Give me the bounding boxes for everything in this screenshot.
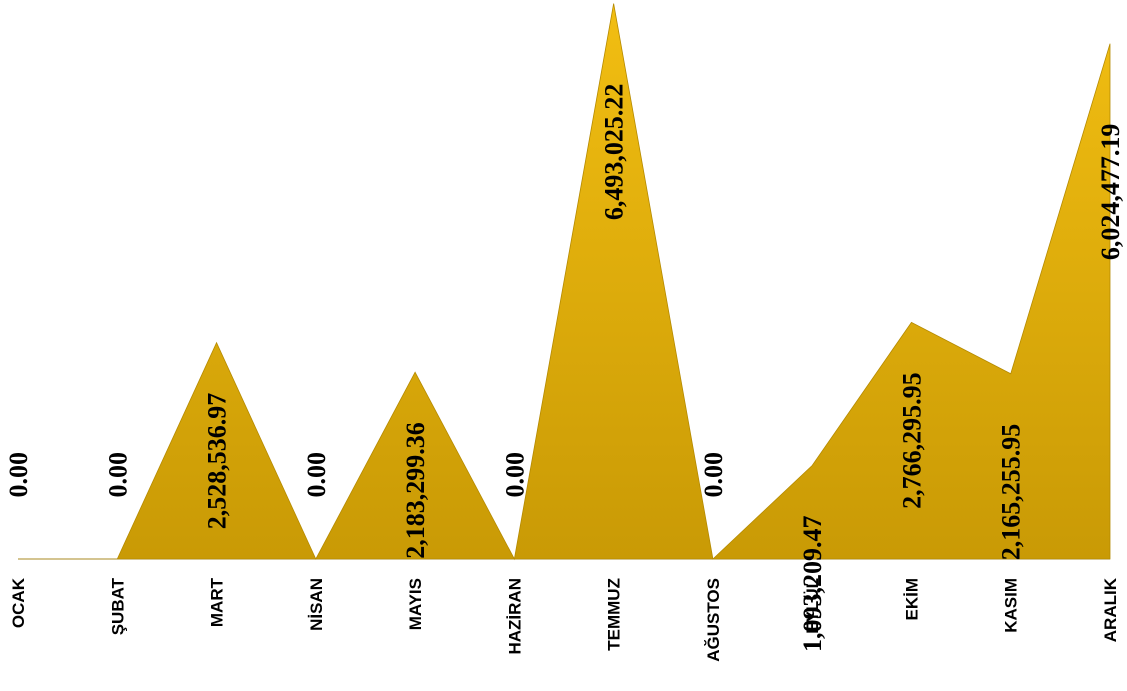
category-labels: OCAK ŞUBAT MART NİSAN MAYIS HAZİRAN TEMMUZ AĞUS…	[9, 577, 1120, 661]
category-label-ni̇san: NİSAN	[307, 578, 326, 631]
area-fill	[18, 3, 1111, 561]
data-label-kasim: 2,165,255.95	[997, 424, 1026, 561]
data-labels: 0.00 0.00 2,528,536.97 0.00 2,183,299.36 0.00…	[4, 84, 1125, 652]
data-label-eki̇m: 2,766,295.95	[897, 372, 926, 509]
category-label-kasim: KASIM	[1002, 578, 1021, 633]
data-label-hazi̇ran: 0.00	[500, 452, 529, 498]
category-label-eki̇m: EKİM	[902, 578, 921, 621]
category-label-ağustos: AĞUSTOS	[704, 578, 723, 662]
category-label-şubat: ŞUBAT	[108, 577, 127, 635]
data-label-mayis: 2,183,299.36	[401, 422, 430, 559]
data-label-mart: 2,528,536.97	[203, 393, 232, 530]
data-label-ni̇san: 0.00	[302, 452, 331, 498]
category-label-mart: MART	[208, 577, 227, 627]
data-label-şubat: 0.00	[103, 452, 132, 498]
category-label-hazi̇ran: HAZİRAN	[505, 578, 524, 655]
category-label-ocak: OCAK	[9, 577, 28, 628]
data-label-temmuz: 6,493,025.22	[600, 84, 629, 221]
data-label-aralik: 6,024,477.19	[1096, 124, 1125, 261]
area-series	[18, 3, 1111, 561]
category-label-eylül: EYLÜL	[803, 578, 822, 634]
category-label-aralik: ARALIK	[1101, 577, 1120, 642]
data-label-eylül: 1,093,209.47	[798, 515, 827, 652]
category-label-mayis: MAYIS	[406, 578, 425, 630]
category-label-temmuz: TEMMUZ	[605, 578, 624, 651]
data-label-ağustos: 0.00	[699, 452, 728, 498]
data-label-ocak: 0.00	[4, 452, 33, 498]
